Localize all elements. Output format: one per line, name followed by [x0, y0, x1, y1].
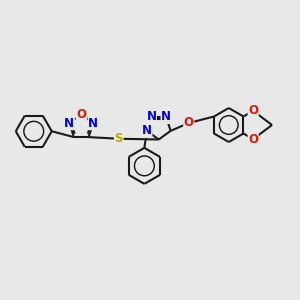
Text: O: O: [248, 104, 258, 117]
Text: N: N: [142, 124, 152, 137]
Text: N: N: [64, 117, 74, 130]
Text: O: O: [76, 108, 86, 121]
Text: N: N: [146, 110, 156, 123]
Text: N: N: [88, 117, 98, 130]
Text: O: O: [248, 133, 258, 146]
Text: N: N: [161, 110, 171, 123]
Text: O: O: [184, 116, 194, 130]
Text: S: S: [115, 132, 123, 145]
